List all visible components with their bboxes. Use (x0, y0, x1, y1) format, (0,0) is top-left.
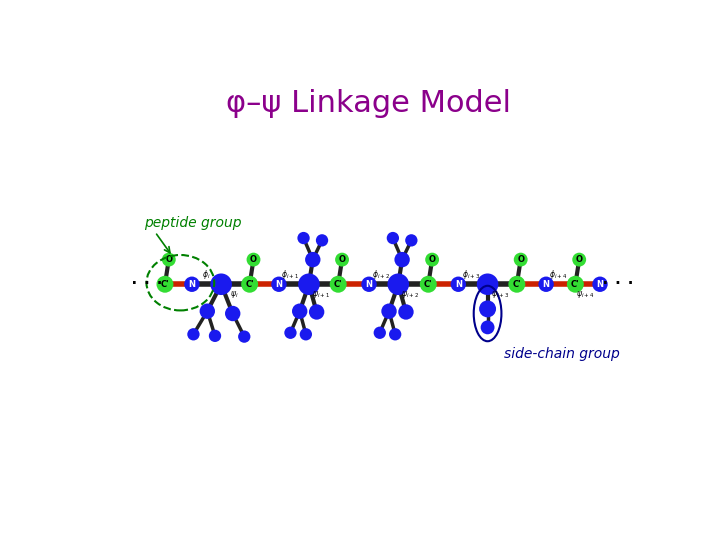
Text: $\phi_{i+1}$: $\phi_{i+1}$ (282, 268, 300, 281)
Circle shape (225, 306, 240, 321)
Text: $\psi_i$: $\psi_i$ (230, 289, 238, 300)
Text: N: N (596, 280, 603, 289)
Text: C': C' (513, 280, 521, 289)
Text: $\phi_{i+2}$: $\phi_{i+2}$ (372, 268, 390, 281)
Circle shape (210, 273, 232, 295)
Text: O: O (250, 255, 257, 264)
Circle shape (374, 327, 386, 339)
Circle shape (398, 304, 414, 320)
Text: N: N (366, 280, 372, 289)
Circle shape (241, 276, 258, 293)
Circle shape (405, 234, 418, 247)
Text: $\psi_{i+4}$: $\psi_{i+4}$ (575, 289, 594, 300)
Circle shape (162, 253, 176, 267)
Circle shape (199, 303, 215, 319)
Circle shape (420, 276, 437, 293)
Circle shape (238, 330, 251, 343)
Circle shape (209, 330, 221, 342)
Text: ···: ··· (599, 274, 636, 294)
Circle shape (479, 300, 496, 318)
Text: C': C' (334, 280, 343, 289)
Circle shape (305, 252, 320, 267)
Text: side-chain group: side-chain group (504, 347, 619, 361)
Text: C': C' (424, 280, 433, 289)
Circle shape (271, 276, 287, 292)
Circle shape (187, 328, 199, 340)
Text: $\psi_{i+1}$: $\psi_{i+1}$ (312, 289, 330, 300)
Circle shape (292, 303, 307, 319)
Circle shape (477, 273, 498, 295)
Circle shape (284, 327, 297, 339)
Text: $\psi_{i+2}$: $\psi_{i+2}$ (401, 289, 419, 300)
Text: O: O (338, 255, 346, 264)
Circle shape (389, 328, 401, 340)
Circle shape (298, 273, 320, 295)
Text: φ–ψ Linkage Model: φ–ψ Linkage Model (227, 89, 511, 118)
Circle shape (387, 232, 399, 244)
Circle shape (395, 252, 410, 267)
Text: O: O (576, 255, 582, 264)
Circle shape (539, 276, 554, 292)
Text: O: O (166, 255, 172, 264)
Text: O: O (428, 255, 436, 264)
Text: peptide group: peptide group (144, 215, 242, 230)
Circle shape (246, 253, 261, 267)
Circle shape (309, 304, 324, 320)
Circle shape (361, 276, 377, 292)
Text: O: O (517, 255, 524, 264)
Circle shape (300, 328, 312, 340)
Circle shape (335, 253, 349, 267)
Text: $\phi_i$: $\phi_i$ (202, 268, 210, 281)
Circle shape (382, 303, 397, 319)
Text: $\phi_{i+4}$: $\phi_{i+4}$ (549, 268, 567, 281)
Circle shape (514, 253, 528, 267)
Circle shape (387, 273, 409, 295)
Circle shape (184, 276, 199, 292)
Circle shape (426, 253, 439, 267)
Circle shape (316, 234, 328, 247)
Circle shape (156, 276, 174, 293)
Circle shape (508, 276, 526, 293)
Circle shape (567, 276, 584, 293)
Text: C': C' (246, 280, 254, 289)
Text: C': C' (571, 280, 580, 289)
Circle shape (593, 276, 608, 292)
Text: C': C' (161, 280, 169, 289)
Text: ···: ··· (128, 274, 166, 294)
Text: $\phi_{i+3}$: $\phi_{i+3}$ (462, 268, 480, 281)
Text: N: N (543, 280, 549, 289)
Text: N: N (189, 280, 195, 289)
Circle shape (481, 320, 495, 334)
Circle shape (572, 253, 586, 267)
Text: N: N (455, 280, 462, 289)
Text: $\psi_{i+3}$: $\psi_{i+3}$ (491, 289, 509, 300)
Text: N: N (276, 280, 282, 289)
Circle shape (330, 276, 346, 293)
Circle shape (297, 232, 310, 244)
Circle shape (451, 276, 466, 292)
